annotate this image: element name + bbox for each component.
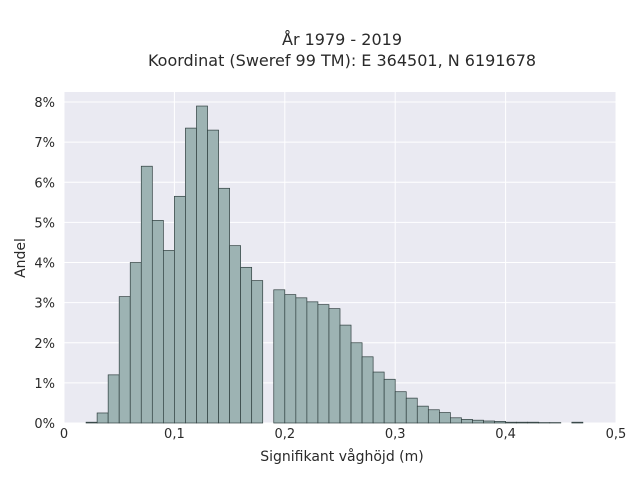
y-tick-label: 6% [34, 176, 55, 191]
histogram-bar [472, 419, 484, 424]
histogram-bar [118, 296, 131, 424]
histogram-bar [306, 301, 319, 424]
histogram-bar [273, 289, 286, 424]
bars [85, 105, 584, 424]
chart-title-line2: Koordinat (Sweref 99 TM): E 364501, N 61… [148, 51, 536, 70]
histogram-bar [196, 105, 208, 424]
x-tick-label: 0,2 [274, 427, 295, 442]
histogram-bar [107, 374, 120, 424]
y-tick-label: 1% [34, 377, 55, 392]
x-tick-label: 0 [60, 427, 68, 442]
histogram-bar [350, 342, 363, 424]
histogram-bar [140, 165, 153, 424]
y-tick-label: 0% [34, 417, 55, 432]
histogram-bar [516, 421, 529, 424]
histogram-bar [416, 405, 429, 424]
histogram-bar [96, 412, 109, 424]
y-tick-labels: 0% 1% 2% 3% 4% 5% 6% 7% 8% [34, 96, 55, 432]
histogram-bar [151, 220, 164, 424]
histogram-bar [85, 421, 98, 424]
x-tick-labels: 0 0,1 0,2 0,3 0,4 0,5 [60, 427, 626, 442]
x-tick-label: 0,1 [164, 427, 185, 442]
histogram-bar [240, 266, 253, 424]
y-tick-label: 8% [34, 96, 55, 111]
histogram-bar [251, 280, 264, 424]
histogram-bar [505, 421, 517, 424]
histogram-bar [163, 250, 175, 424]
y-tick-label: 7% [34, 136, 55, 151]
histogram-bar [461, 419, 473, 424]
histogram-bar [483, 420, 495, 424]
histogram-bar [494, 421, 506, 424]
y-tick-label: 3% [34, 297, 55, 312]
histogram-bar [372, 371, 385, 424]
histogram-bar [284, 294, 297, 424]
histogram-bar [394, 391, 407, 424]
histogram-bar [339, 324, 352, 424]
x-axis-label: Signifikant våghöjd (m) [260, 448, 423, 465]
histogram-bar [450, 417, 462, 424]
histogram-bar [383, 378, 396, 424]
y-tick-label: 4% [34, 257, 55, 272]
histogram-bar [571, 421, 584, 424]
histogram-bar [174, 195, 186, 424]
histogram-bar [218, 187, 230, 424]
x-tick-label: 0,5 [606, 427, 627, 442]
histogram-bar [129, 262, 142, 424]
x-tick-label: 0,3 [385, 427, 406, 442]
y-tick-label: 2% [34, 337, 55, 352]
histogram-bar [527, 421, 540, 424]
y-tick-label: 5% [34, 216, 55, 231]
histogram-bar [361, 356, 374, 424]
chart-title-line1: År 1979 - 2019 [282, 30, 402, 49]
histogram-bar [317, 304, 330, 424]
histogram-bar [185, 127, 197, 424]
histogram-bar [439, 412, 451, 424]
histogram-bar [207, 129, 219, 424]
histogram-bar [229, 245, 241, 424]
y-axis-label: Andel [13, 238, 29, 278]
histogram-bar [427, 409, 440, 424]
histogram-bar [328, 308, 341, 424]
histogram-bar [295, 297, 308, 424]
x-tick-label: 0,4 [495, 427, 516, 442]
histogram-bar [405, 397, 418, 424]
